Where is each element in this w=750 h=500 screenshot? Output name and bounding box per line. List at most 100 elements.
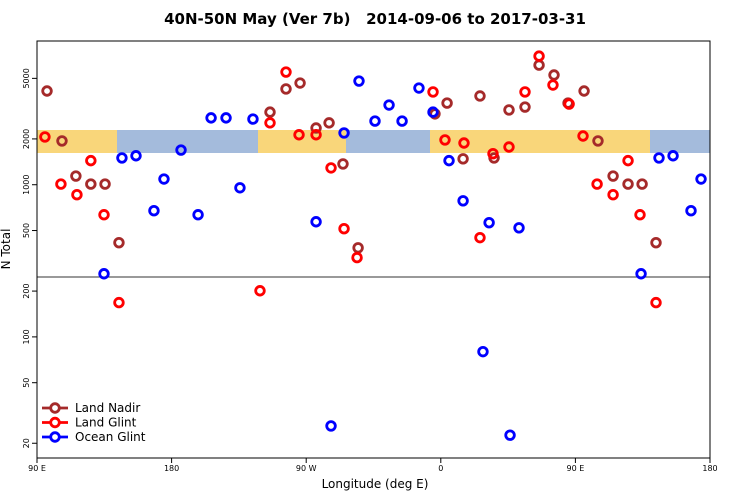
point: [85, 178, 97, 190]
point: [622, 178, 634, 190]
point: [352, 242, 364, 254]
point: [533, 59, 545, 71]
point: [98, 268, 110, 280]
point: [513, 222, 525, 234]
y-tick-label: 500: [22, 223, 31, 238]
legend-label: Ocean Glint: [75, 430, 146, 444]
point: [310, 216, 322, 228]
point: [351, 251, 363, 264]
point: [280, 66, 292, 78]
point: [99, 178, 111, 190]
point: [483, 216, 495, 229]
point: [591, 178, 603, 190]
point: [563, 98, 575, 110]
legend-marker: [49, 431, 61, 443]
point: [353, 75, 365, 87]
y-tick-label: 200: [22, 283, 31, 298]
point: [667, 150, 679, 162]
point: [310, 129, 322, 141]
x-tick-label: 90 E: [28, 464, 46, 473]
point: [547, 79, 559, 91]
point: [607, 188, 619, 201]
y-tick-label: 50: [22, 378, 31, 388]
chart-title: 40N-50N May (Ver 7b) 2014-09-06 to 2017-…: [164, 10, 586, 28]
x-axis-label: Longitude (deg E): [322, 477, 429, 491]
point: [56, 135, 68, 147]
point: [220, 112, 232, 124]
point: [458, 137, 470, 149]
point: [323, 117, 335, 129]
point: [310, 122, 322, 134]
point: [622, 154, 634, 167]
point: [457, 195, 469, 207]
point: [396, 115, 408, 127]
point: [474, 231, 486, 244]
point: [148, 204, 160, 217]
point: [116, 152, 128, 164]
plot-frame: [36, 40, 711, 459]
point: [635, 268, 647, 280]
map-band: [37, 130, 710, 153]
point: [175, 144, 187, 156]
y-tick-label: 20: [22, 438, 31, 448]
legend-label: Land Nadir: [75, 401, 140, 415]
point: [192, 209, 204, 221]
point: [578, 85, 590, 97]
point: [254, 285, 266, 297]
point: [205, 112, 217, 124]
point: [504, 429, 516, 441]
point: [158, 173, 170, 185]
point: [39, 131, 51, 143]
point: [55, 178, 67, 190]
x-tick-label: 0: [438, 464, 443, 473]
point: [369, 115, 381, 127]
point: [325, 162, 337, 174]
point: [98, 209, 110, 221]
point: [503, 104, 515, 116]
point: [338, 127, 350, 139]
point: [592, 135, 604, 147]
point: [650, 236, 662, 249]
point: [234, 182, 246, 194]
point: [130, 150, 142, 162]
point: [427, 106, 439, 118]
point: [577, 130, 589, 142]
y-tick-label: 100: [22, 329, 31, 344]
point: [634, 209, 646, 221]
point: [487, 147, 499, 160]
point: [338, 223, 350, 235]
point: [685, 204, 697, 217]
point: [441, 97, 453, 109]
point: [113, 236, 125, 249]
point: [457, 153, 469, 165]
point: [85, 154, 97, 167]
y-tick-label: 2000: [22, 129, 31, 149]
point: [41, 85, 53, 97]
point: [325, 420, 337, 432]
point: [503, 141, 515, 153]
point: [293, 129, 305, 141]
y-axis-label: N Total: [0, 229, 13, 270]
point: [264, 106, 276, 118]
point: [113, 296, 125, 309]
y-tick-label: 5000: [22, 68, 31, 88]
point: [413, 82, 425, 94]
point: [695, 173, 707, 185]
point: [294, 77, 306, 89]
x-tick-label: 180: [702, 464, 717, 473]
legend-marker: [49, 416, 61, 429]
point: [519, 86, 531, 98]
point: [607, 170, 619, 182]
legend-label: Land Glint: [75, 416, 137, 430]
point: [383, 99, 395, 111]
x-tick-label: 90 E: [567, 464, 585, 473]
legend-marker: [49, 402, 61, 414]
point: [427, 86, 439, 98]
point: [653, 152, 665, 164]
point: [519, 101, 531, 113]
point: [477, 345, 489, 358]
point: [533, 50, 545, 62]
point: [636, 178, 648, 190]
x-tick-label: 180: [164, 464, 179, 473]
